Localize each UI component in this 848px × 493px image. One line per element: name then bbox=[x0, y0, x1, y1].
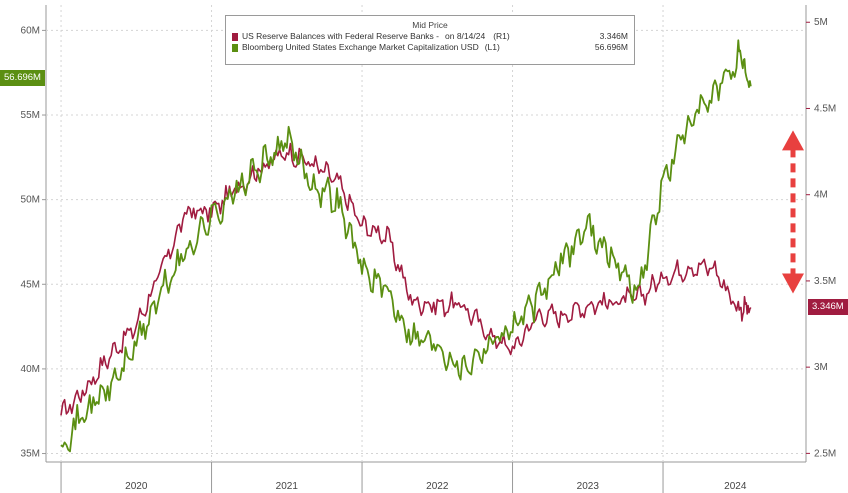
left-axis: 35M 40M 45M 50M 55M 60M bbox=[21, 25, 46, 460]
range-arrow bbox=[782, 130, 804, 294]
year-label: 2021 bbox=[276, 481, 299, 492]
legend-row-reserves: US Reserve Balances with Federal Reserve… bbox=[226, 31, 634, 42]
legend-axis-reserves: (R1) bbox=[493, 31, 510, 41]
left-tick-label: 50M bbox=[21, 195, 40, 206]
year-label: 2022 bbox=[426, 481, 449, 492]
arrow-head-up bbox=[782, 130, 804, 151]
legend-swatch-reserves bbox=[232, 32, 238, 41]
legend-value-reserves: 3.346M bbox=[599, 31, 628, 41]
legend-label-marketcap: Bloomberg United States Exchange Market … bbox=[242, 42, 479, 52]
chart-grid bbox=[45, 5, 807, 463]
last-value-badge-marketcap: 56.696M bbox=[0, 70, 45, 86]
right-tick-label: 3M bbox=[814, 362, 828, 373]
legend-swatch-marketcap bbox=[232, 43, 238, 52]
last-value-badge-reserves: 3.346M bbox=[808, 299, 848, 315]
arrow-head-down bbox=[782, 273, 804, 294]
left-tick-label: 45M bbox=[21, 279, 40, 290]
right-tick-label: 4M bbox=[814, 190, 828, 201]
left-tick-label: 35M bbox=[21, 449, 40, 460]
right-tick-label: 2.5M bbox=[814, 448, 836, 459]
year-label: 2023 bbox=[577, 481, 600, 492]
legend-date-reserves: on 8/14/24 bbox=[445, 31, 486, 41]
legend: Mid Price US Reserve Balances with Feder… bbox=[225, 15, 635, 65]
left-tick-label: 60M bbox=[21, 25, 40, 36]
series-line-marketcap bbox=[60, 39, 752, 453]
year-label: 2024 bbox=[724, 481, 747, 492]
right-tick-label: 3.5M bbox=[814, 276, 836, 287]
left-tick-label: 55M bbox=[21, 110, 40, 121]
legend-label-reserves: US Reserve Balances with Federal Reserve… bbox=[242, 31, 439, 41]
year-label: 2020 bbox=[125, 481, 148, 492]
right-tick-label: 5M bbox=[814, 17, 828, 28]
right-tick-label: 4.5M bbox=[814, 103, 836, 114]
time-axis: 2020 2021 2022 2023 2024 bbox=[60, 462, 747, 493]
legend-row-marketcap: Bloomberg United States Exchange Market … bbox=[226, 42, 634, 53]
legend-title: Mid Price bbox=[412, 20, 448, 30]
legend-axis-marketcap: (L1) bbox=[484, 42, 500, 52]
legend-value-marketcap: 56.696M bbox=[594, 42, 628, 52]
series-lines bbox=[60, 39, 752, 453]
series-line-reserves bbox=[60, 142, 752, 416]
right-axis: 2.5M 3M 3.5M 4M 4.5M 5M bbox=[806, 17, 836, 459]
left-tick-label: 40M bbox=[21, 364, 40, 375]
